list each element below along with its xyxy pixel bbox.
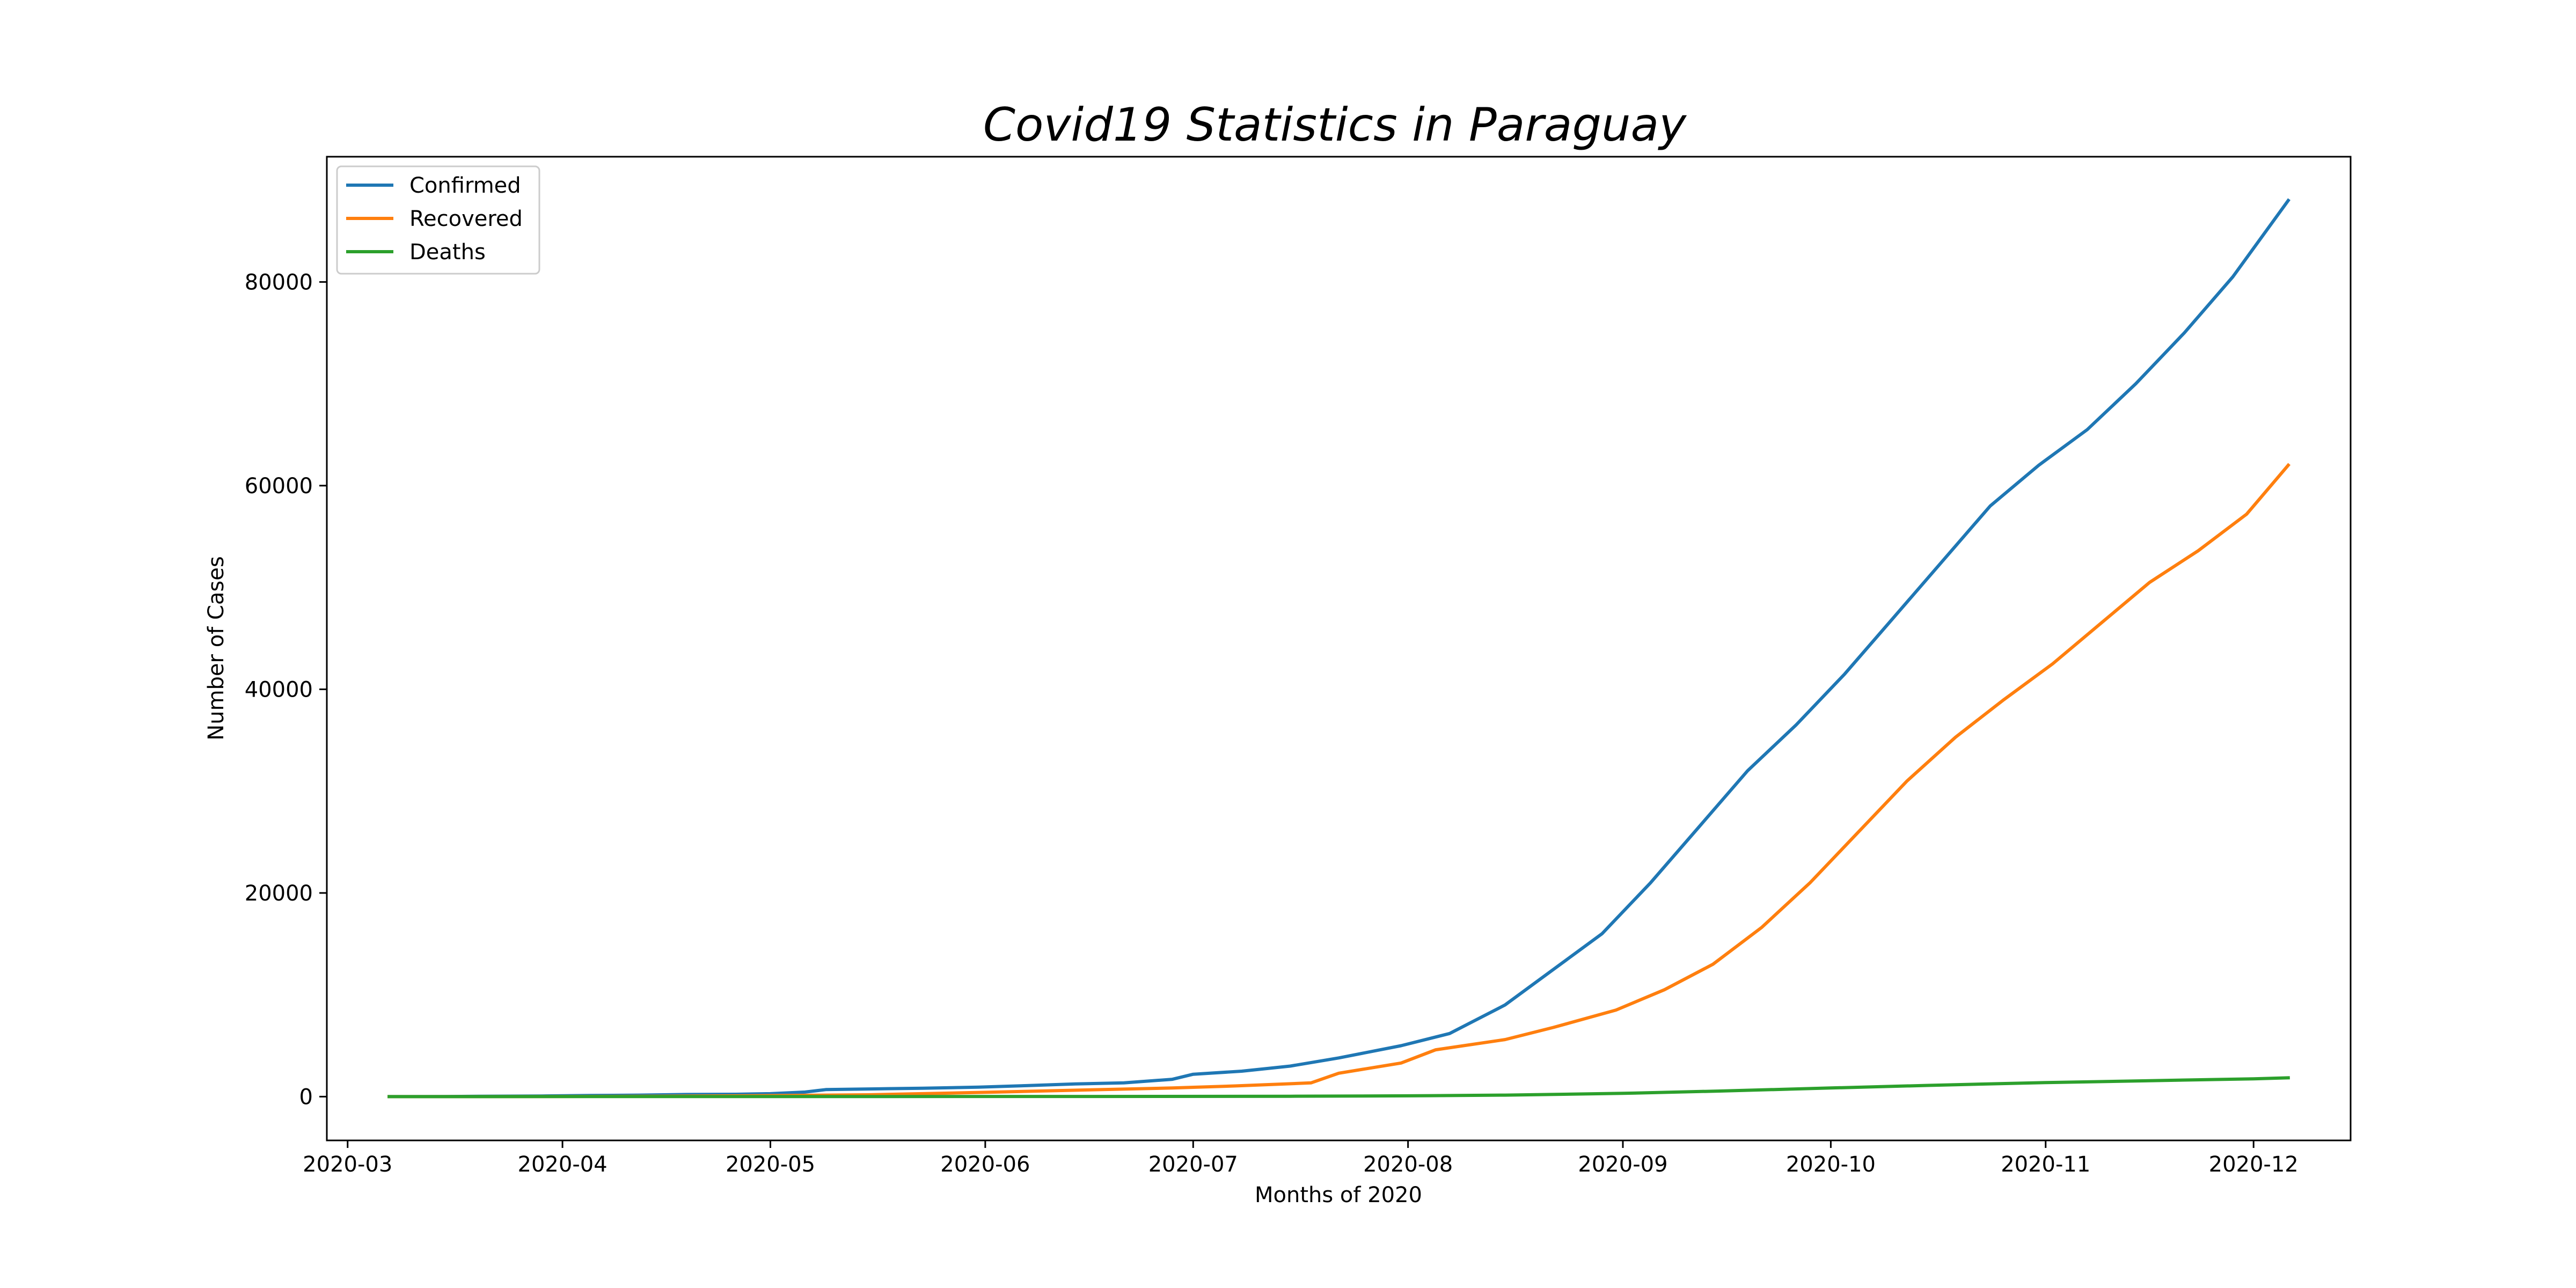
x-tick-label: 2020-04: [518, 1152, 608, 1177]
y-tick-label: 40000: [245, 677, 313, 702]
x-tick-label: 2020-08: [1363, 1152, 1453, 1177]
x-tick-label: 2020-03: [303, 1152, 392, 1177]
y-axis: 0 20000 40000 60000 80000: [245, 270, 327, 1109]
x-tick-label: 2020-10: [1786, 1152, 1876, 1177]
series-line-recovered: [387, 463, 2291, 1099]
x-axis-label: Months of 2020: [1255, 1183, 1422, 1208]
legend-label-deaths: Deaths: [409, 240, 486, 265]
x-tick-label: 2020-09: [1578, 1152, 1667, 1177]
legend-label-recovered: Recovered: [409, 207, 523, 231]
y-tick-label: 0: [299, 1085, 313, 1109]
chart-title: Covid19 Statistics in Paraguay: [983, 98, 1687, 152]
x-tick-label: 2020-12: [2209, 1152, 2299, 1177]
legend-box: [336, 165, 540, 275]
x-tick-label: 2020-07: [1148, 1152, 1238, 1177]
legend: Confirmed Recovered Deaths: [336, 165, 540, 275]
x-axis: 2020-03 2020-04 2020-05 2020-06 2020-07 2020-…: [303, 1140, 2299, 1177]
y-tick-label: 80000: [245, 270, 313, 295]
plot-frame: [326, 156, 2352, 1141]
series-line-deaths: [387, 1076, 2290, 1099]
x-tick-label: 2020-11: [2001, 1152, 2090, 1177]
y-tick-label: 60000: [245, 474, 313, 499]
legend-label-confirmed: Confirmed: [409, 173, 521, 198]
series-line-confirmed: [387, 198, 2290, 1099]
x-tick-label: 2020-06: [940, 1152, 1030, 1177]
y-axis-label: Number of Cases: [204, 556, 229, 740]
y-tick-label: 20000: [245, 881, 313, 906]
series-layer: [387, 198, 2291, 1099]
x-tick-label: 2020-05: [726, 1152, 815, 1177]
